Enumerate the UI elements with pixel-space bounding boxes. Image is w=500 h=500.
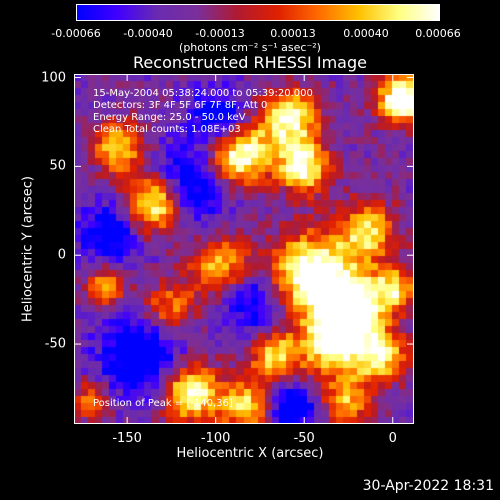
y-axis-label: Heliocentric Y (arcsec)	[20, 176, 36, 322]
colorbar-tick: -0.00013	[195, 27, 245, 40]
annotation-energy-range: Energy Range: 25.0 - 50.0 keV	[93, 112, 246, 123]
colorbar	[76, 4, 440, 21]
y-tick-label: -50	[44, 336, 66, 352]
x-axis-label: Heliocentric X (arcsec)	[176, 446, 324, 461]
chart-title: Reconstructed RHESSI Image	[133, 53, 367, 72]
colorbar-tick: 0.00066	[415, 27, 461, 40]
plot-area	[74, 74, 414, 424]
colorbar-tick: -0.00066	[51, 27, 101, 40]
annotation-time-range: 15-May-2004 05:38:24.000 to 05:39:20.000	[93, 88, 313, 99]
colorbar-tick: -0.00040	[123, 27, 173, 40]
x-tick-label: -100	[200, 431, 231, 446]
colorbar-tick: 0.00013	[270, 27, 316, 40]
y-tick-label: 100	[41, 70, 66, 86]
timestamp: 30-Apr-2022 18:31	[362, 478, 494, 494]
colorbar-tick: 0.00040	[343, 27, 389, 40]
y-tick-label: 50	[49, 158, 66, 174]
colorbar-units: (photons cm⁻² s⁻¹ asec⁻²)	[179, 41, 321, 54]
x-tick-label: -150	[112, 431, 142, 446]
x-tick-label: -50	[293, 431, 315, 446]
heatmap-image	[74, 74, 414, 424]
x-tick-label: 0	[388, 431, 397, 446]
annotation-total-counts: Clean Total counts: 1.08E+03	[93, 124, 241, 135]
annotation-detectors: Detectors: 3F 4F 5F 6F 7F 8F, Att 0	[93, 100, 268, 111]
peak-position-label: Position of Peak = [-140,36]	[93, 398, 233, 409]
y-tick-label: 0	[57, 247, 66, 263]
